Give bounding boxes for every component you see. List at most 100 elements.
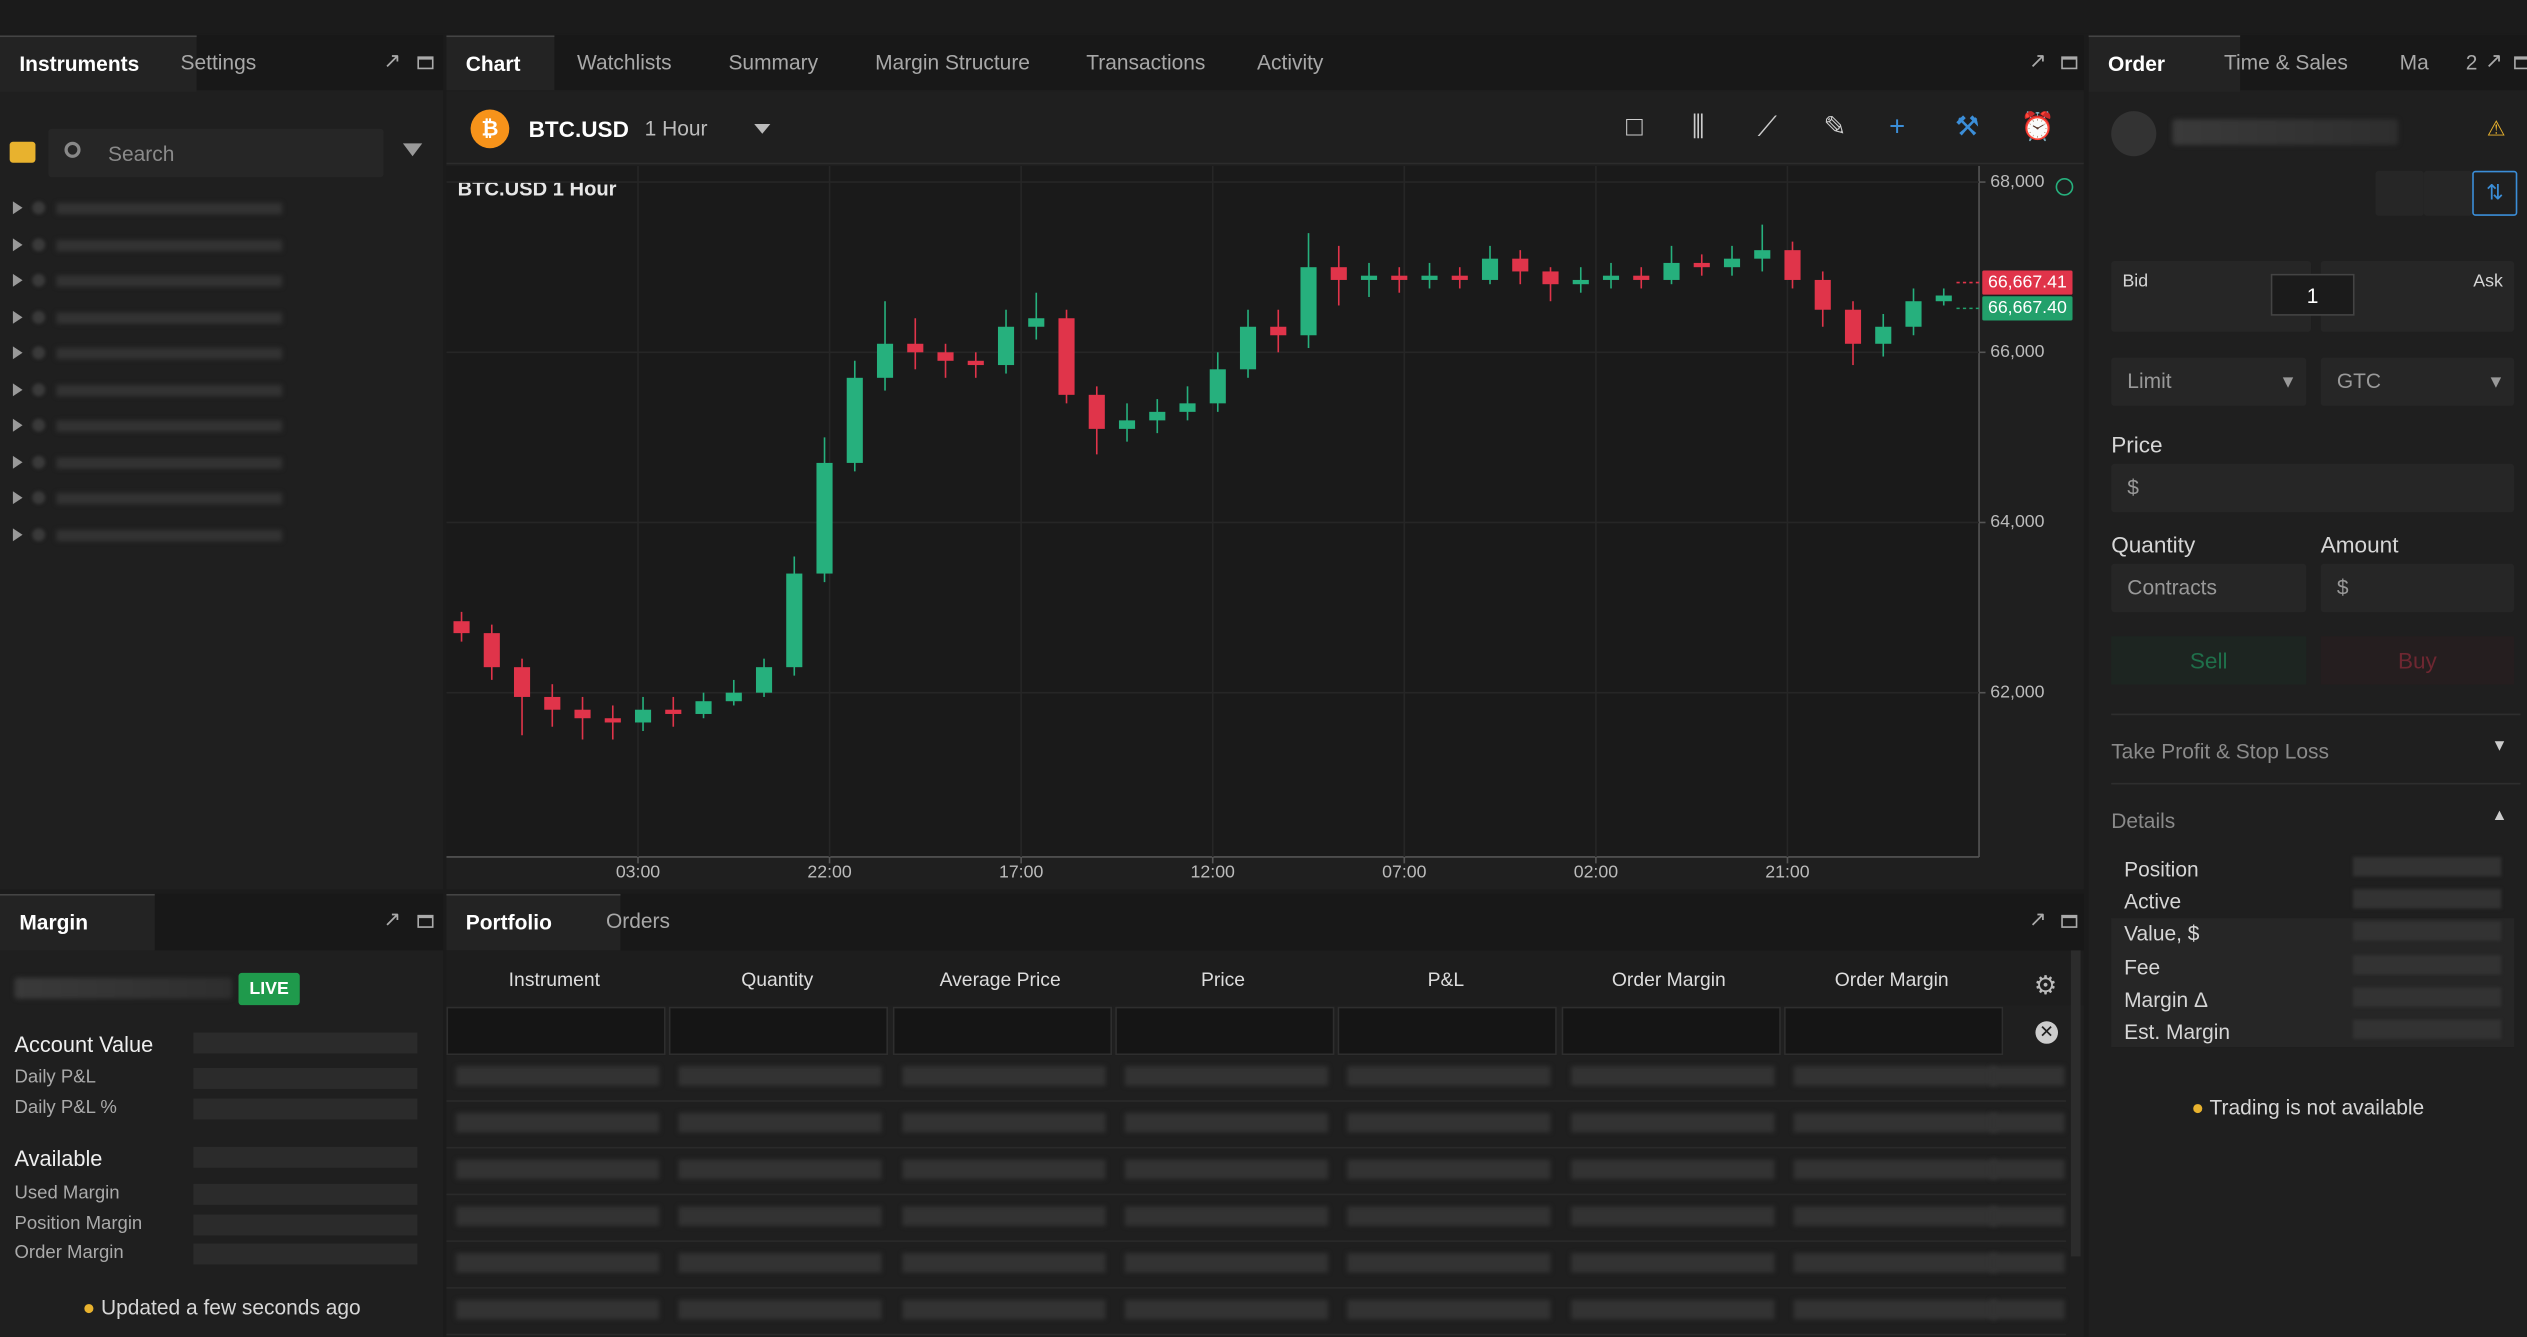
interval[interactable]: 1 Hour xyxy=(644,115,708,141)
filter-input[interactable] xyxy=(669,1006,889,1056)
filter-input[interactable] xyxy=(1115,1006,1335,1056)
caret[interactable]: ▼ xyxy=(2491,737,2508,756)
expand-arrow[interactable] xyxy=(12,455,23,468)
tool-button[interactable]: ⏰ xyxy=(2020,111,2055,142)
candle-body xyxy=(574,709,591,719)
buy-button[interactable]: Buy xyxy=(2320,636,2515,685)
maximize-icon[interactable] xyxy=(2514,56,2527,70)
maximize-icon[interactable] xyxy=(2061,56,2078,70)
order-type-select[interactable]: Limit ▾ xyxy=(2111,357,2307,406)
tab[interactable]: Settings xyxy=(180,49,257,75)
tool-button[interactable]: □ xyxy=(1626,111,1643,142)
placeholder xyxy=(56,275,283,287)
expand-arrow[interactable] xyxy=(12,237,23,251)
placeholder xyxy=(32,418,46,432)
x-tick-label: 17:00 xyxy=(999,862,1043,882)
popout-icon[interactable]: ↗ xyxy=(383,906,402,932)
candle-body xyxy=(513,667,531,697)
column-header[interactable]: Quantity xyxy=(741,968,814,991)
popout-icon[interactable]: ↗ xyxy=(383,48,402,73)
toolbar-button[interactable] xyxy=(2375,170,2424,216)
column-header[interactable]: Order Margin xyxy=(1611,968,1726,991)
folder-icon[interactable] xyxy=(9,141,36,163)
column-header[interactable]: P&L xyxy=(1427,968,1465,991)
column-header[interactable]: Order Margin xyxy=(1834,968,1949,991)
symbol[interactable]: BTC.USD xyxy=(528,115,629,142)
placeholder xyxy=(901,1066,1105,1086)
tp-sl-toggle[interactable]: Take Profit & Stop Loss xyxy=(2111,739,2329,764)
tab[interactable]: Ma xyxy=(2399,49,2429,75)
placeholder xyxy=(56,384,283,396)
expand-arrow[interactable] xyxy=(12,201,23,215)
tab[interactable]: Watchlists xyxy=(576,49,672,75)
warn-icon: ● xyxy=(2191,1095,2205,1120)
expand-arrow[interactable] xyxy=(12,346,23,360)
caret[interactable]: ▲ xyxy=(2491,807,2508,825)
tab[interactable]: Instruments xyxy=(0,35,197,92)
tool-button[interactable]: + xyxy=(1889,111,1906,142)
expand-arrow[interactable] xyxy=(12,418,23,432)
expand-arrow[interactable] xyxy=(12,273,23,287)
tool-button[interactable]: ⚒ xyxy=(1954,111,1980,142)
tab[interactable]: Portfolio xyxy=(446,893,621,951)
tab[interactable]: Orders xyxy=(605,908,670,933)
column-header[interactable]: Average Price xyxy=(939,968,1061,991)
column-header[interactable]: Price xyxy=(1200,968,1246,991)
candle-body xyxy=(997,326,1015,366)
toolbar-button[interactable]: ⇅ xyxy=(2472,170,2518,216)
tool-button[interactable]: ⫼ xyxy=(1691,111,1705,142)
popout-icon[interactable]: ↗ xyxy=(2485,48,2503,73)
placeholder xyxy=(2352,987,2502,1007)
expand-arrow[interactable] xyxy=(12,310,23,323)
candle-body xyxy=(1481,258,1499,280)
sell-button[interactable]: Sell xyxy=(2111,636,2307,685)
avatar xyxy=(2111,111,2157,157)
placeholder xyxy=(1124,1159,1328,1180)
column-header[interactable]: Instrument xyxy=(508,968,601,991)
tab[interactable]: Chart xyxy=(446,35,555,91)
interval-dropdown[interactable] xyxy=(754,124,771,134)
popout-icon[interactable]: ↗ xyxy=(2029,906,2047,932)
placeholder xyxy=(32,455,46,468)
expand-arrow[interactable] xyxy=(12,491,23,505)
placeholder xyxy=(32,491,46,505)
maximize-icon[interactable] xyxy=(417,56,434,70)
price-input[interactable]: $ xyxy=(2111,463,2515,513)
chart: BTC.USD 1 Hour 62,000 64,000 66,000 68,000 0… xyxy=(446,165,2074,882)
tab[interactable]: Summary xyxy=(728,49,819,75)
maximize-icon[interactable] xyxy=(2061,914,2078,928)
tab[interactable]: Margin Structure xyxy=(875,49,1030,75)
details-toggle[interactable]: Details xyxy=(2111,808,2176,833)
expand-arrow[interactable] xyxy=(12,527,23,541)
candle-body xyxy=(1814,279,1831,310)
tab[interactable]: Activity xyxy=(1257,49,1324,75)
popout-icon[interactable]: ↗ xyxy=(2029,48,2047,73)
tool-button[interactable]: ✎ xyxy=(1823,111,1847,142)
tab[interactable]: Time & Sales xyxy=(2224,49,2348,75)
filter-input[interactable] xyxy=(446,1006,666,1056)
expand-arrow[interactable] xyxy=(12,382,23,396)
filter-input[interactable] xyxy=(1783,1006,2003,1056)
tab[interactable]: Order xyxy=(2088,35,2241,92)
tab[interactable]: Transactions xyxy=(1086,49,1206,75)
tif-select[interactable]: GTC ▾ xyxy=(2320,357,2515,406)
settings-icon[interactable]: ⚙ xyxy=(2033,972,2057,1001)
filter-input[interactable] xyxy=(1560,1006,1781,1056)
quantity-input[interactable]: 1 xyxy=(2270,273,2355,316)
amount-input[interactable]: $ xyxy=(2320,563,2515,613)
tab-count[interactable]: 2 xyxy=(2465,49,2478,75)
clear-filter-icon[interactable]: ✕ xyxy=(2035,1021,2059,1044)
toolbar-button[interactable] xyxy=(2423,170,2473,216)
contracts-input[interactable]: Contracts xyxy=(2111,563,2307,613)
placeholder xyxy=(1124,1206,1328,1226)
tool-button[interactable]: ⟋ xyxy=(1757,111,1777,142)
tab[interactable]: Margin xyxy=(0,893,155,951)
maximize-icon[interactable] xyxy=(417,914,434,928)
filter-input[interactable] xyxy=(1337,1006,1558,1056)
search-box[interactable]: Search xyxy=(48,128,384,178)
x-tick-label: 12:00 xyxy=(1191,862,1235,882)
filter-input[interactable] xyxy=(892,1006,1112,1056)
placeholder xyxy=(1793,1299,1997,1320)
scrollbar[interactable] xyxy=(2070,950,2081,1257)
filter-icon[interactable] xyxy=(402,143,423,157)
